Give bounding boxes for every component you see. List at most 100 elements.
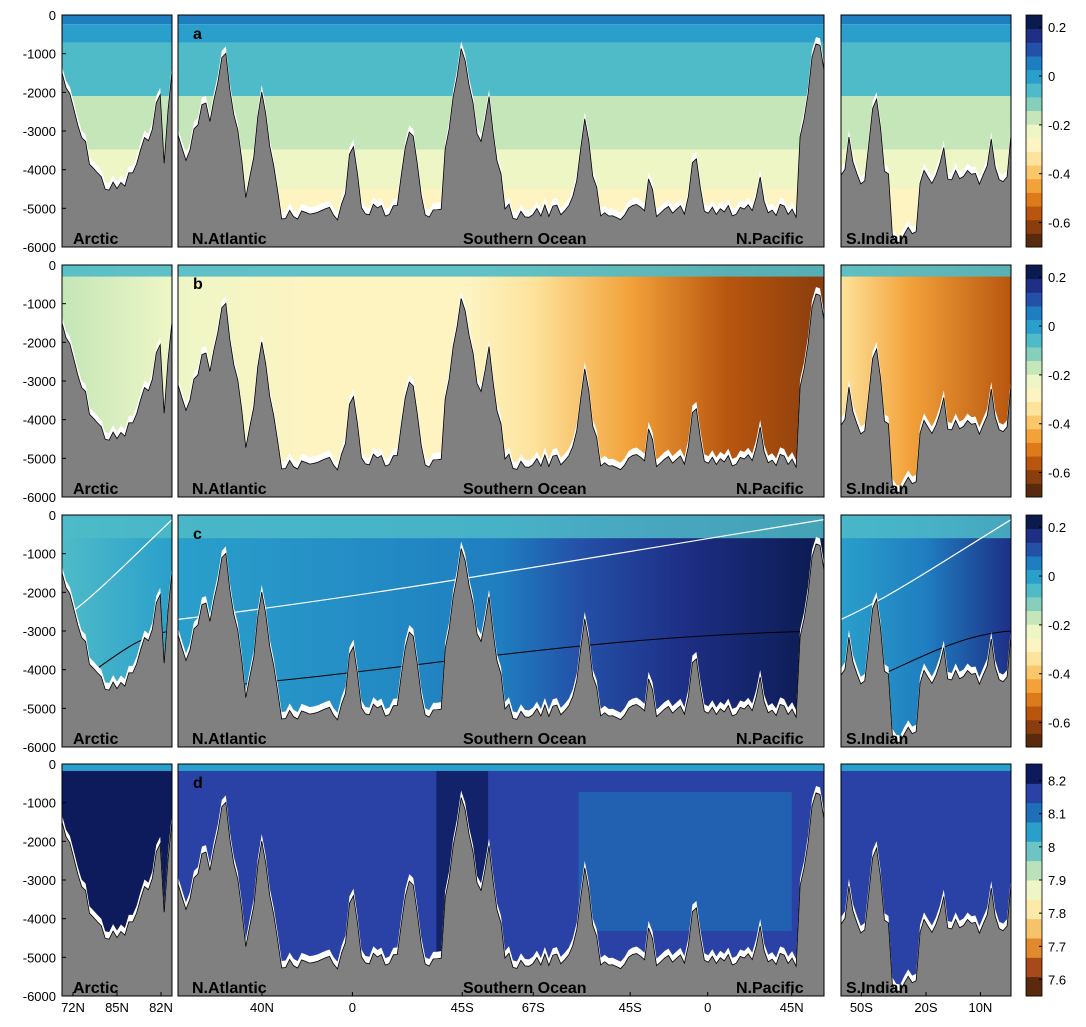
y-tick-label: 0 bbox=[49, 757, 56, 772]
x-tick-label: 45N bbox=[780, 1000, 804, 1015]
colorbar-tick-label: -0.6 bbox=[1048, 466, 1070, 481]
surface-band bbox=[178, 265, 824, 277]
colorbar-tick-label: -0.2 bbox=[1048, 618, 1070, 633]
subpanel-main bbox=[177, 514, 825, 748]
depth-band bbox=[62, 42, 172, 97]
colorbar-tick-label: 0 bbox=[1048, 569, 1055, 584]
colorbar-tick-label: -0.4 bbox=[1048, 167, 1070, 182]
y-tick-label: -2000 bbox=[23, 85, 56, 100]
x-tick-label: 45S bbox=[451, 1000, 474, 1015]
panel-letter: d bbox=[193, 775, 203, 792]
colorbar-swatch bbox=[1026, 360, 1042, 375]
colorbar-swatch bbox=[1026, 706, 1042, 721]
colorbar-swatch bbox=[1026, 515, 1042, 530]
y-tick-label: 0 bbox=[49, 508, 56, 523]
colorbar-swatch bbox=[1026, 938, 1042, 958]
x-axis: 72N 85N 82N 40N 0 45S 67S 45S 0 45N 50S 20S 10N bbox=[61, 992, 992, 1015]
colorbar-tick-label: -0.4 bbox=[1048, 417, 1070, 432]
depth-band bbox=[178, 42, 824, 97]
depth-band bbox=[62, 24, 172, 43]
y-tick-label: -1000 bbox=[23, 47, 56, 62]
colorbar-swatch bbox=[1026, 333, 1042, 348]
panel-frame bbox=[840, 14, 1012, 248]
subpanel-main bbox=[177, 264, 825, 498]
colorbar-swatch bbox=[1026, 783, 1042, 804]
colorbar-frame bbox=[1025, 14, 1043, 248]
colorbar-swatch bbox=[1026, 178, 1042, 193]
subpanel-indian bbox=[840, 514, 1012, 748]
y-tick-label: -6000 bbox=[23, 240, 56, 255]
panel-frame bbox=[840, 264, 1012, 498]
y-tick-label: -1000 bbox=[23, 547, 56, 562]
surface-band bbox=[841, 265, 1011, 277]
colorbar-swatch bbox=[1026, 55, 1042, 71]
x-tick-label: 85N bbox=[105, 1000, 129, 1015]
surface-band bbox=[841, 515, 1011, 539]
colorbar-tick-label: 7.8 bbox=[1048, 906, 1066, 921]
seafloor-bathymetry bbox=[841, 846, 1011, 996]
subpanel-main bbox=[177, 14, 825, 248]
colorbar-swatch bbox=[1026, 610, 1042, 625]
colorbar-swatch bbox=[1026, 692, 1042, 707]
x-tick-label: 45S bbox=[619, 1000, 642, 1015]
region-label: S.Indian bbox=[846, 231, 908, 248]
region-label: Arctic bbox=[73, 481, 118, 498]
colorbar-tick-label: 0.2 bbox=[1048, 520, 1066, 535]
colorbar-swatch bbox=[1026, 151, 1042, 166]
colorbar-tick-label: -0.2 bbox=[1048, 368, 1070, 383]
subpanel-indian bbox=[840, 14, 1012, 248]
colorbar-swatch bbox=[1026, 206, 1042, 221]
panels: 0 -1000 -2000 -3000 -4000 -5000 -6000 a Arctic N.… bbox=[23, 8, 1012, 1004]
y-tick-label: -5000 bbox=[23, 701, 56, 716]
panel-frame bbox=[177, 14, 825, 248]
x-tick-label: 50S bbox=[850, 1000, 873, 1015]
y-tick-label: -1000 bbox=[23, 796, 56, 811]
colorbar-c: 0.2 0 -0.2 -0.4 -0.6 bbox=[1025, 514, 1070, 748]
colorbar-d: 8.2 8.1 8 7.9 7.8 7.7 7.6 bbox=[1025, 763, 1066, 997]
region-label: N.Atlantic bbox=[192, 231, 267, 248]
x-tick-label: 72N bbox=[61, 1000, 85, 1015]
colorbar-swatch bbox=[1026, 976, 1042, 997]
seafloor-bathymetry bbox=[62, 321, 172, 497]
colorbar-swatch bbox=[1026, 265, 1042, 280]
y-tick-label: 0 bbox=[49, 8, 56, 23]
region-label: Southern Ocean bbox=[463, 980, 587, 997]
region-label: N.Pacific bbox=[736, 481, 804, 498]
colorbar-swatch bbox=[1026, 528, 1042, 543]
colorbar-frame bbox=[1025, 264, 1043, 498]
colorbar-tick-label: 8 bbox=[1048, 840, 1055, 855]
colorbar-swatch bbox=[1026, 219, 1042, 234]
colorbar-b: 0.2 0 -0.2 -0.4 -0.6 bbox=[1025, 264, 1070, 498]
panel-frame bbox=[840, 514, 1012, 748]
colorbar-swatch bbox=[1026, 542, 1042, 557]
y-tick-label: -6000 bbox=[23, 989, 56, 1004]
colorbar-tick-label: 7.9 bbox=[1048, 873, 1066, 888]
panel-d: 0 -1000 -2000 -3000 -4000 -5000 -6000 d Arctic N.… bbox=[23, 757, 1012, 1004]
colorbar-swatch bbox=[1026, 880, 1042, 900]
depth-band bbox=[62, 15, 172, 25]
surface-band bbox=[178, 515, 824, 539]
y-tick-label: -4000 bbox=[23, 912, 56, 927]
panel-b: 0 -1000 -2000 -3000 -4000 -5000 -6000 b Arctic N.… bbox=[23, 258, 1012, 505]
colorbar-swatch bbox=[1026, 278, 1042, 293]
depth-band bbox=[178, 96, 824, 150]
region-label: Arctic bbox=[73, 231, 118, 248]
colorbar-swatch bbox=[1026, 802, 1042, 823]
region-label: N.Atlantic bbox=[192, 731, 267, 748]
colorbar-swatch bbox=[1026, 841, 1042, 862]
surface-band bbox=[62, 515, 172, 539]
depth-band bbox=[841, 96, 1011, 150]
colorbar-swatch bbox=[1026, 42, 1042, 57]
region-label: S.Indian bbox=[846, 731, 908, 748]
colorbar-swatch bbox=[1026, 469, 1042, 484]
colorbar-swatch bbox=[1026, 165, 1042, 180]
region-label: N.Atlantic bbox=[192, 980, 267, 997]
seafloor-bathymetry bbox=[62, 820, 172, 996]
colorbar-swatch bbox=[1026, 957, 1042, 978]
subpanel-indian bbox=[840, 763, 1012, 997]
y-tick-label: -4000 bbox=[23, 663, 56, 678]
colorbar-swatch bbox=[1026, 15, 1042, 30]
colorbar-swatch bbox=[1026, 678, 1042, 693]
x-tick-label: 0 bbox=[704, 1000, 711, 1015]
colorbar-swatch bbox=[1026, 651, 1042, 666]
